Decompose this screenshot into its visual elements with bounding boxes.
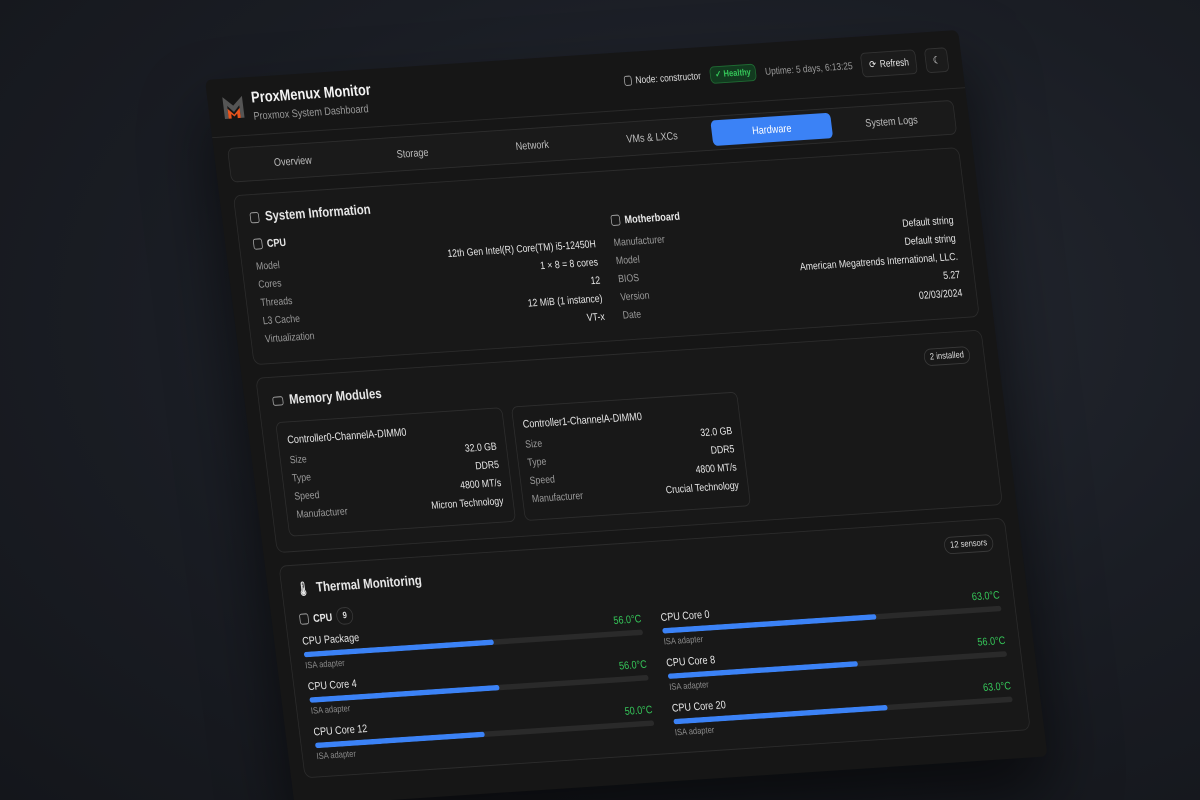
app-window: ProxMenux Monitor Proxmox System Dashboa… [205, 30, 1048, 800]
cpu-icon [252, 238, 264, 250]
module-value: DDR5 [710, 444, 736, 457]
info-label: Version [619, 290, 651, 304]
info-value: 12 [589, 275, 601, 287]
section-title: Motherboard [623, 209, 681, 227]
node-indicator: Node: constructor [623, 70, 702, 86]
memory-icon [272, 395, 284, 406]
sensor-name: CPU Core 8 [665, 653, 716, 670]
card-title: System Information [264, 201, 372, 225]
cpu-chip-icon [249, 211, 260, 223]
tab-overview[interactable]: Overview [273, 153, 313, 169]
module-value: 4800 MT/s [695, 462, 738, 476]
info-label: Virtualization [264, 330, 316, 346]
module-label: Speed [529, 474, 556, 487]
brand: ProxMenux Monitor Proxmox System Dashboa… [220, 81, 374, 125]
motherboard-section: Motherboard Manufacturer Default string Mo… [610, 192, 963, 325]
module-value: Crucial Technology [665, 480, 740, 497]
info-label: Manufacturer [613, 234, 666, 249]
info-label: Date [622, 309, 642, 322]
system-information-card: System Information CPU Model 12th Gen Int… [232, 147, 980, 366]
card-title: Memory Modules [288, 385, 383, 408]
info-label: Threads [259, 295, 294, 309]
module-value: Micron Technology [430, 495, 505, 512]
status-badge: ✓ Healthy [708, 63, 758, 84]
tab-system-logs[interactable]: System Logs [864, 113, 919, 130]
module-label: Size [289, 454, 308, 467]
info-label: Model [615, 254, 641, 267]
info-label: BIOS [617, 272, 640, 286]
module-value: 32.0 GB [464, 441, 498, 455]
module-label: Manufacturer [531, 490, 584, 505]
refresh-label: Refresh [879, 56, 910, 70]
proxmenux-logo-icon [222, 95, 245, 119]
tab-vms-lxcs[interactable]: VMs & LXCs [625, 129, 679, 146]
info-value: 1 × 8 = 8 cores [539, 257, 599, 272]
refresh-button[interactable]: ⟳ Refresh [860, 49, 918, 78]
info-label: Model [255, 259, 281, 273]
module-value: DDR5 [474, 459, 500, 473]
header: ProxMenux Monitor Proxmox System Dashboa… [205, 30, 966, 139]
info-value: 12 MiB (1 instance) [527, 293, 604, 310]
status-text: Healthy [723, 67, 752, 80]
group-count: 9 [335, 606, 355, 626]
info-value: 5.27 [942, 269, 961, 282]
memory-module: Controller1-ChannelA-DIMM0 Size 32.0 GB Typ… [510, 391, 752, 522]
module-label: Type [526, 456, 548, 469]
sensor-temp: 56.0°C [618, 657, 648, 673]
module-value: 4800 MT/s [459, 477, 502, 492]
tab-storage[interactable]: Storage [395, 145, 430, 161]
refresh-icon: ⟳ [868, 59, 877, 71]
sensor-name: CPU Package [301, 630, 360, 648]
sensor-temp: 56.0°C [612, 612, 642, 627]
sensors-badge: 12 sensors [943, 533, 995, 555]
module-label: Type [291, 472, 312, 485]
sensor-name: CPU Core 0 [659, 607, 711, 624]
sensor-name: CPU Core 12 [312, 721, 369, 739]
memory-module: Controller0-ChannelA-DIMM0 Size 32.0 GB Typ… [275, 407, 516, 537]
sensor-temp: 63.0°C [982, 679, 1012, 694]
cpu-icon [298, 612, 310, 625]
memory-modules-card: Memory Modules 2 installed Controller0-C… [255, 329, 1003, 554]
info-value: VT-x [586, 311, 606, 324]
card-title: Thermal Monitoring [315, 572, 423, 596]
uptime: Uptime: 5 days, 6:13:25 [764, 60, 854, 78]
sensor-name: CPU Core 4 [307, 676, 358, 693]
motherboard-icon [610, 214, 621, 227]
info-value: Default string [903, 233, 957, 248]
module-label: Manufacturer [295, 506, 349, 521]
thermometer-icon: 🌡 [294, 580, 312, 598]
module-label: Size [524, 438, 543, 451]
thermal-monitoring-card: 🌡 Thermal Monitoring 12 sensors CPU 9 CPU … [278, 517, 1031, 779]
cpu-section: CPU Model 12th Gen Intel(R) Core(TM) i5-1… [252, 215, 606, 348]
sensor-temp: 50.0°C [623, 703, 654, 718]
moon-icon: ☾ [932, 55, 942, 67]
node-label: Node: constructor [634, 70, 702, 86]
module-label: Speed [293, 489, 321, 503]
group-title: CPU [312, 610, 333, 625]
sensor-temp: 56.0°C [976, 633, 1006, 649]
module-name: Controller1-ChannelA-DIMM0 [521, 409, 643, 431]
module-value: 32.0 GB [699, 425, 733, 439]
info-label: L3 Cache [262, 313, 301, 327]
sensor-temp: 63.0°C [971, 588, 1001, 604]
section-title: CPU [266, 235, 287, 250]
info-value: 02/03/2024 [918, 287, 964, 302]
theme-toggle-button[interactable]: ☾ [923, 47, 950, 74]
info-value: Default string [901, 215, 955, 230]
module-name: Controller0-ChannelA-DIMM0 [286, 425, 408, 447]
server-icon [623, 75, 633, 86]
tab-network[interactable]: Network [514, 137, 550, 153]
sensor-name: CPU Core 20 [671, 698, 727, 715]
tab-hardware[interactable]: Hardware [710, 112, 834, 147]
info-label: Cores [257, 278, 283, 291]
installed-badge: 2 installed [922, 346, 972, 367]
